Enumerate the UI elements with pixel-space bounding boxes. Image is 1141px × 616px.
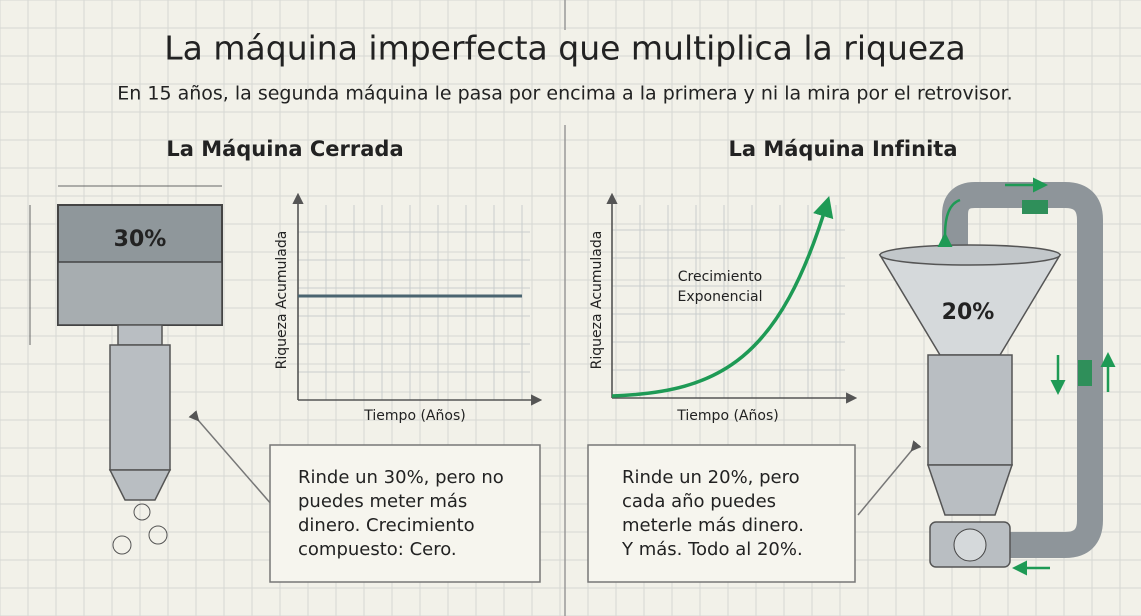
coin — [112, 535, 132, 555]
callout-arrow — [188, 410, 273, 506]
note-line: puedes meter más — [298, 491, 467, 512]
machine-label: 30% — [114, 227, 167, 252]
coin — [148, 525, 168, 545]
notes: Rinde un 30%, pero no puedes meter más din… — [298, 467, 804, 560]
panel-title: La Máquina Infinita — [728, 137, 957, 161]
pipe — [109, 344, 171, 471]
bill — [1022, 200, 1048, 214]
infinite-machine: 20% — [857, 177, 1116, 576]
growth-curve — [611, 195, 834, 398]
subtitle: En 15 años, la segunda máquina le pasa p… — [117, 83, 1012, 105]
coin — [133, 503, 151, 521]
x-axis-label: Tiempo (Años) — [676, 408, 778, 424]
bill — [1078, 360, 1092, 386]
chart-grid — [298, 205, 530, 400]
nozzle — [926, 464, 1014, 516]
annotation: Exponencial — [678, 289, 763, 305]
title: La máquina imperfecta que multiplica la … — [164, 29, 965, 68]
chart-grid — [612, 205, 845, 398]
pipe — [117, 324, 163, 346]
note-line: dinero. Crecimiento — [298, 515, 475, 536]
note-box — [269, 444, 541, 583]
machine-label: 20% — [942, 300, 995, 325]
note-line: Rinde un 20%, pero — [622, 467, 800, 488]
x-axis-label: Tiempo (Años) — [363, 408, 465, 424]
pipe — [927, 354, 1013, 466]
y-axis-label: Riqueza Acumulada — [274, 231, 290, 370]
panel-title: La Máquina Cerrada — [166, 137, 403, 161]
note-line: Y más. Todo al 20%. — [621, 539, 803, 560]
callout-arrow — [857, 440, 922, 516]
closed-machine: 30% — [29, 185, 273, 555]
note-box — [587, 444, 856, 583]
note-line: cada año puedes — [622, 491, 776, 512]
note-line: Rinde un 30%, pero no — [298, 467, 504, 488]
note-line: meterle más dinero. — [622, 515, 804, 536]
nozzle — [108, 469, 172, 501]
note-line: compuesto: Cero. — [298, 539, 457, 560]
annotation: Crecimiento — [678, 269, 763, 285]
machine-box-lower — [57, 261, 223, 326]
funnel-rim — [879, 244, 1061, 266]
flow-arrow — [937, 198, 961, 248]
coin — [953, 528, 987, 562]
y-axis-label: Riqueza Acumulada — [589, 231, 605, 370]
